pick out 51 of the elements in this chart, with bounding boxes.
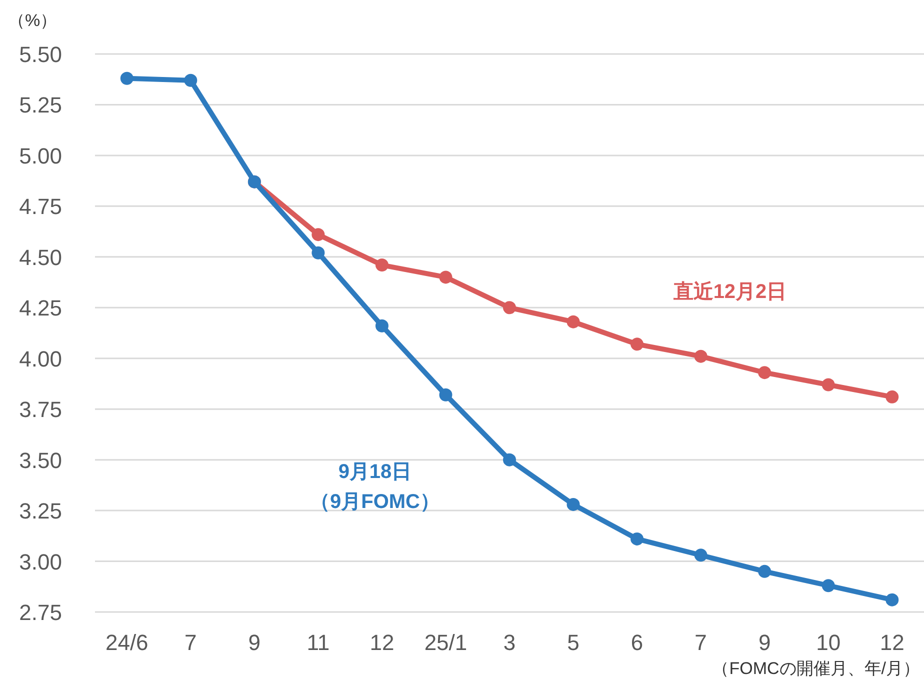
x-tick-label: 11 [306,630,330,655]
point [822,579,835,592]
y-tick-label: 3.25 [19,498,62,524]
point [630,338,644,351]
x-tick-label: 25/1 [424,630,468,655]
x-tick-label: 24/6 [105,630,148,655]
x-tick-label: 12 [880,630,904,655]
y-tick-label: 5.00 [19,143,62,168]
y-tick-label: 4.75 [19,194,62,220]
y-tick-label: 2.75 [19,600,62,625]
point [503,301,516,314]
text: 9月18日（9月FOMC） [310,461,440,513]
x-tick-label: 3 [503,630,516,655]
point [503,453,516,466]
x-tick-label: 7 [184,630,197,655]
point [566,315,580,328]
x-tick-label: 10 [816,630,841,655]
point [694,548,708,562]
y-axis-title: （%） [8,11,58,30]
point [439,388,452,402]
point [630,532,644,546]
point [822,378,835,392]
y-tick-label: 3.50 [19,448,62,473]
point [694,350,708,363]
point [375,258,388,272]
x-tick-label: 5 [567,630,580,655]
point [375,319,388,332]
point [120,72,134,85]
y-tick-label: 5.25 [19,92,62,118]
point [184,74,198,87]
point [758,564,772,578]
point [566,498,580,511]
x-tick-label: 7 [694,630,707,655]
point [312,228,325,242]
point [439,270,452,284]
point [758,366,772,380]
text: 直近12月2日 [672,280,787,303]
point [886,593,899,606]
y-tick-label: 4.25 [19,296,62,321]
y-tick-label: 4.50 [19,244,62,270]
x-axis-title: （FOMCの開催月、年/月） [712,659,920,678]
x-tick-label: 9 [248,630,261,655]
x-tick-label: 12 [370,630,394,655]
y-tick-label: 3.00 [19,549,62,574]
y-tick-label: 5.50 [19,42,62,67]
point [312,246,325,260]
y-tick-label: 4.00 [19,346,62,372]
x-tick-label: 9 [758,630,771,655]
x-tick-label: 6 [630,630,644,655]
y-tick-label: 3.75 [19,397,62,422]
point [886,390,899,404]
